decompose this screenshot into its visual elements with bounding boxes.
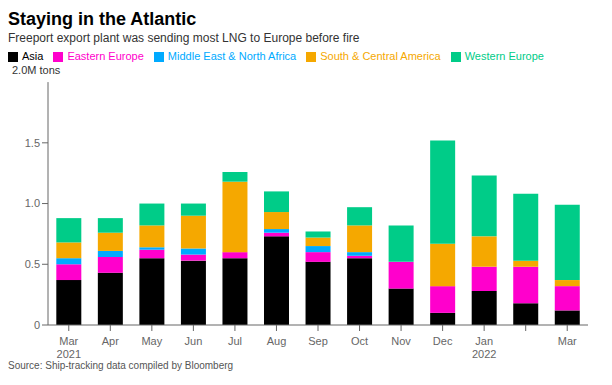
html-text:Asia: Asia: [22, 50, 44, 62]
svg-text:Mar2021: Mar2021: [57, 335, 81, 359]
html-text:South & Central America: South & Central America: [320, 50, 441, 62]
svg-text:0.5: 0.5: [25, 258, 40, 270]
svg-text:Nov: Nov: [391, 335, 411, 347]
html-text:Middle East & North Africa: Middle East & North Africa: [167, 50, 297, 62]
svg-text:Apr: Apr: [102, 335, 119, 347]
svg-text:Aug: Aug: [267, 335, 287, 347]
svg-text:1.5: 1.5: [25, 137, 40, 149]
svg-text:May: May: [141, 335, 162, 347]
svg-text:1.0: 1.0: [25, 197, 40, 209]
html-text:Eastern Europe: Eastern Europe: [67, 50, 144, 62]
svg-text:0: 0: [34, 319, 40, 331]
html-text:Freeport export plant was send: Freeport export plant was sending most L…: [8, 31, 360, 45]
svg-text:Jun: Jun: [185, 335, 203, 347]
svg-text:Oct: Oct: [351, 335, 368, 347]
html-text:Source: Ship-tracking data com: Source: Ship-tracking data compiled by B…: [8, 360, 234, 371]
html-text:Staying in the Atlantic: Staying in the Atlantic: [8, 9, 197, 29]
svg-text:Mar: Mar: [558, 335, 577, 347]
html-text:Western Europe: Western Europe: [464, 50, 544, 62]
svg-text:Sep: Sep: [308, 335, 328, 347]
svg-text:Jan2022: Jan2022: [472, 335, 496, 359]
svg-text:Dec: Dec: [433, 335, 453, 347]
svg-text:2.0M tons: 2.0M tons: [12, 64, 61, 76]
svg-text:Jul: Jul: [228, 335, 242, 347]
